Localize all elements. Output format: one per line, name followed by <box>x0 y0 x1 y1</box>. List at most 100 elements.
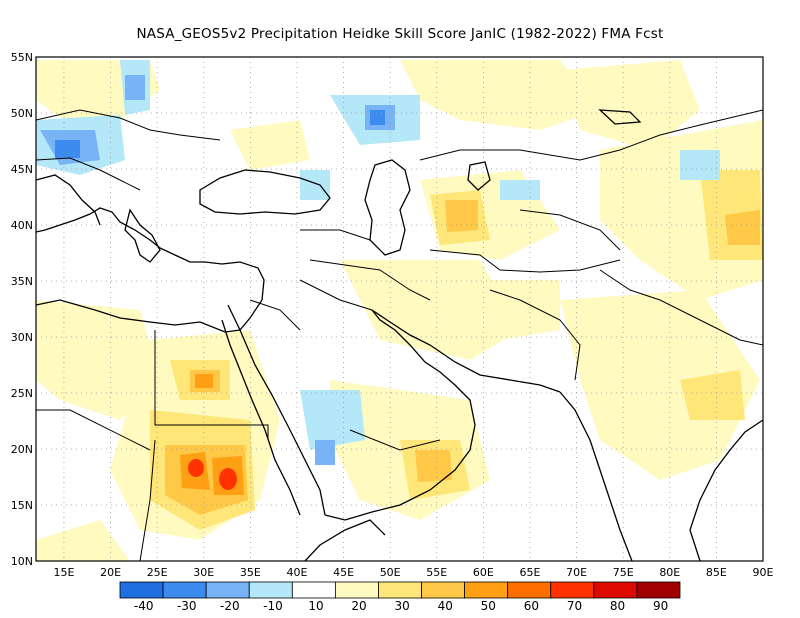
border <box>249 299 301 331</box>
border <box>139 439 156 561</box>
shade-core <box>188 459 204 477</box>
colorbar-swatch <box>378 581 422 599</box>
colorbar-swatch <box>119 581 164 599</box>
shade-patch <box>680 370 745 420</box>
lon-tick-label: 80E <box>659 566 680 579</box>
shade-patch <box>500 180 540 200</box>
border <box>419 109 763 161</box>
lon-tick-label: 20E <box>100 566 121 579</box>
skill-score-shading <box>36 60 763 561</box>
colorbar-tick-label: 90 <box>653 599 668 613</box>
shade-core <box>219 468 237 490</box>
shade-patch <box>195 374 213 388</box>
map-title: NASA_GEOS5v2 Precipitation Heidke Skill … <box>136 26 664 42</box>
colorbar-swatch <box>205 581 250 599</box>
lat-tick-label: 35N <box>11 275 33 288</box>
lat-tick-label: 45N <box>11 163 33 176</box>
latitude-axis: 10N 15N 20N 25N 30N 35N 40N 45N 50N 55N <box>11 51 33 568</box>
political-borders <box>36 109 763 561</box>
lon-tick-label: 35E <box>240 566 261 579</box>
colorbar-labels: -40 -30 -20 -10 10 20 30 40 50 60 70 80 90 <box>134 599 668 613</box>
border <box>36 157 141 191</box>
coastlines <box>36 109 763 561</box>
shade-patch <box>560 290 760 480</box>
coastline-aral <box>467 161 491 191</box>
colorbar-swatch <box>248 581 293 599</box>
shade-patch <box>680 150 720 180</box>
colorbar-tick-label: -20 <box>220 599 240 613</box>
gridlines <box>36 57 763 561</box>
shade-patch <box>400 60 600 130</box>
coastline-india-east <box>689 419 763 561</box>
shade-patch <box>55 140 80 158</box>
coastline-red-sea <box>227 304 326 516</box>
border <box>300 229 371 241</box>
shade-patch <box>415 450 452 482</box>
coastline-africa <box>304 519 386 561</box>
coastline-italy <box>36 174 101 226</box>
border <box>349 429 441 451</box>
coastline-caspian <box>364 159 411 256</box>
border <box>309 259 431 301</box>
shade-patch <box>36 300 160 420</box>
shade-patch <box>340 260 520 360</box>
colorbar-swatch <box>636 581 681 599</box>
lon-tick-label: 40E <box>286 566 307 579</box>
lat-tick-label: 55N <box>11 51 33 64</box>
coastline-black-sea <box>199 169 331 215</box>
lon-tick-label: 90E <box>753 566 774 579</box>
colorbar-tick-label: -10 <box>263 599 283 613</box>
lon-tick-label: 25E <box>147 566 168 579</box>
lat-tick-label: 30N <box>11 331 33 344</box>
lat-tick-label: 25N <box>11 387 33 400</box>
colorbar-swatch <box>550 581 595 599</box>
colorbar-tick-label: 60 <box>524 599 539 613</box>
colorbar-tick-label: -40 <box>134 599 154 613</box>
shade-patch <box>315 440 335 465</box>
lon-tick-label: 75E <box>613 566 634 579</box>
border <box>36 109 221 141</box>
colorbar-tick-label: 50 <box>481 599 496 613</box>
colorbar-tick-label: 10 <box>308 599 323 613</box>
lat-tick-label: 40N <box>11 219 33 232</box>
lat-tick-label: 15N <box>11 499 33 512</box>
longitude-axis: 15E 20E 25E 30E 35E 40E 45E 50E 55E 60E 65E 70E 75E 8… <box>53 566 773 579</box>
shade-patch <box>480 280 560 340</box>
lon-tick-label: 85E <box>706 566 727 579</box>
coastline-red-sea-west <box>221 319 301 516</box>
coastline-mediterranean <box>36 207 265 333</box>
border <box>299 279 373 311</box>
lon-tick-label: 45E <box>333 566 354 579</box>
lon-tick-label: 15E <box>53 566 74 579</box>
colorbar-tick-label: 20 <box>351 599 366 613</box>
shade-patch <box>300 170 330 200</box>
colorbar-swatch <box>421 581 466 599</box>
lon-tick-label: 60E <box>473 566 494 579</box>
colorbar-swatch <box>291 581 336 599</box>
colorbar-swatch <box>162 581 207 599</box>
lon-tick-label: 30E <box>193 566 214 579</box>
lat-tick-label: 10N <box>11 555 33 568</box>
lat-tick-label: 50N <box>11 107 33 120</box>
border <box>429 249 621 273</box>
coastline-greece <box>124 208 161 263</box>
shade-patch <box>560 60 700 150</box>
border <box>599 269 763 346</box>
colorbar-swatch <box>464 581 509 599</box>
lon-tick-label: 55E <box>426 566 447 579</box>
colorbar-tick-label: 30 <box>395 599 410 613</box>
lat-tick-label: 20N <box>11 443 33 456</box>
border <box>36 409 151 451</box>
shade-patch <box>445 200 478 232</box>
border <box>489 289 581 381</box>
shade-patch <box>125 75 145 100</box>
colorbar-tick-label: 80 <box>610 599 625 613</box>
shade-patch <box>300 390 365 450</box>
colorbar-tick-label: -30 <box>177 599 197 613</box>
coastline-iran <box>371 309 561 393</box>
lon-tick-label: 70E <box>566 566 587 579</box>
colorbar-swatch <box>507 581 552 599</box>
colorbar-swatch <box>593 581 638 599</box>
border <box>154 330 269 440</box>
